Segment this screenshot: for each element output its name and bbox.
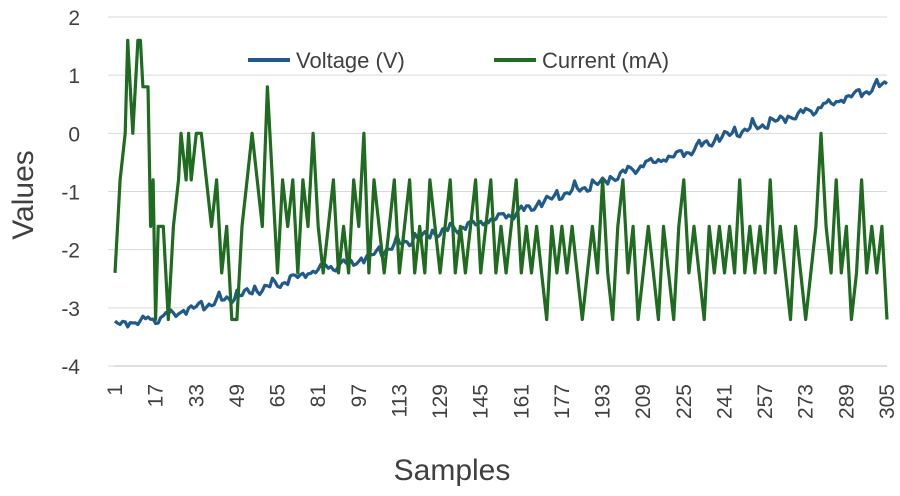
x-tick-label: 289 (835, 384, 858, 419)
x-tick-label: 257 (754, 384, 777, 419)
x-tick-label: 49 (226, 384, 249, 407)
x-tick-label: 225 (673, 384, 696, 419)
x-tick-label: 177 (551, 384, 574, 419)
x-tick-label: 129 (429, 384, 452, 419)
y-tick-label: -3 (61, 298, 80, 321)
y-tick-label: -2 (61, 240, 80, 263)
x-tick-label: 209 (632, 384, 655, 419)
y-tick-label: 1 (68, 65, 80, 88)
x-tick-label: 81 (307, 384, 330, 407)
x-axis-title: Samples (394, 454, 511, 487)
y-tick-label: -4 (61, 356, 80, 379)
x-tick-label: 1 (104, 384, 127, 396)
plot-area (113, 38, 889, 329)
series-line-current (113, 38, 889, 322)
x-tick-label: 273 (795, 384, 818, 419)
legend: Voltage (V) Current (mA) (248, 48, 669, 73)
x-tick-label: 145 (470, 384, 493, 419)
x-axis: 1 17 33 49 65 81 97 113 129 145 161 177 193 209 225 241… (104, 384, 899, 419)
y-tick-label: 0 (68, 123, 80, 146)
y-axis: 2 1 0 -1 -2 -3 -4 (61, 7, 80, 379)
x-tick-label: 33 (185, 384, 208, 407)
x-tick-label: 161 (510, 384, 533, 419)
x-tick-label: 97 (348, 384, 371, 407)
y-tick-label: -1 (61, 182, 80, 205)
y-axis-title: Values (7, 150, 40, 240)
series-line-voltage (114, 77, 888, 329)
x-tick-label: 113 (388, 384, 411, 417)
x-tick-label: 65 (267, 384, 290, 407)
x-tick-label: 241 (713, 384, 736, 419)
x-tick-label: 17 (145, 384, 168, 407)
x-tick-label: 305 (876, 384, 899, 419)
legend-label-current: Current (mA) (542, 48, 669, 73)
legend-label-voltage: Voltage (V) (296, 48, 405, 73)
y-tick-label: 2 (68, 7, 80, 30)
x-tick-label: 193 (592, 384, 615, 419)
